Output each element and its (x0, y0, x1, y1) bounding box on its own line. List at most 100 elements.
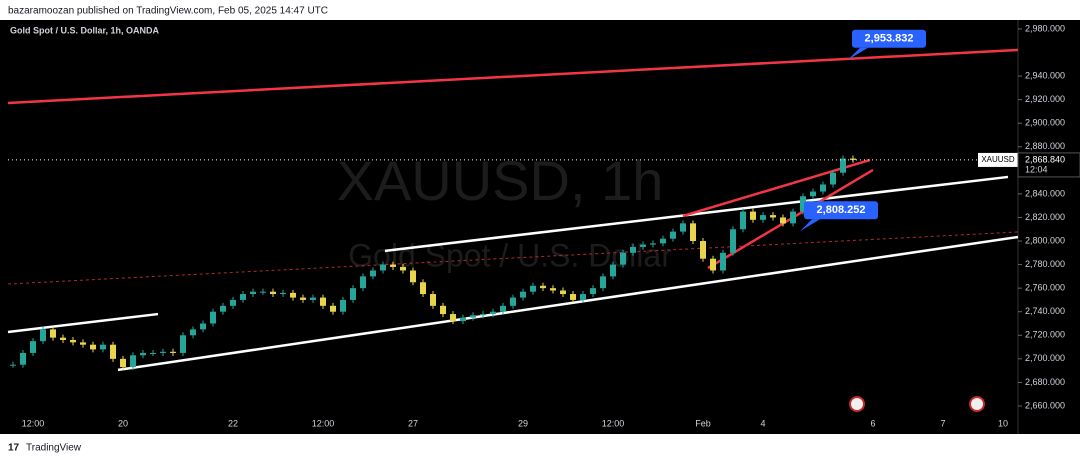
candle-body (60, 337, 66, 340)
candle-body (400, 266, 406, 271)
candle-body (580, 294, 586, 300)
candle-body (640, 244, 646, 247)
x-tick-label: 6 (870, 418, 875, 428)
y-tick-label: 2,920.000 (1025, 94, 1065, 104)
chart-background (0, 20, 1080, 434)
y-tick-label: 2,740.000 (1025, 306, 1065, 316)
x-tick-label: 7 (940, 418, 945, 428)
candle-body (90, 344, 96, 350)
x-tick-label: 12:00 (312, 418, 335, 428)
candle-body (490, 311, 496, 315)
candle-body (760, 215, 766, 220)
x-tick-label: 29 (518, 418, 528, 428)
annotation-label: 2,808.252 (817, 204, 866, 216)
symbol-tag-bg (978, 152, 1018, 167)
candle-body (350, 288, 356, 300)
candle-body (660, 238, 666, 244)
x-tick-label: 4 (760, 418, 765, 428)
publisher-line: bazaramoozan published on TradingView.co… (8, 6, 328, 17)
candle-body (50, 329, 56, 338)
candle-body (160, 351, 166, 353)
candle-body (340, 299, 346, 312)
candle-body (20, 352, 26, 365)
candle-body (510, 297, 516, 306)
candle-body (110, 344, 116, 359)
candle-body (330, 305, 336, 312)
candle-body (720, 252, 726, 271)
candle-body (130, 355, 136, 368)
candle-body (280, 292, 286, 295)
countdown: 12:04 (1025, 164, 1048, 174)
candle-body (620, 252, 626, 265)
candle-body (500, 305, 506, 312)
candle-body (150, 352, 156, 354)
candle-body (450, 314, 456, 322)
candle-body (210, 311, 216, 324)
trendline (682, 158, 871, 218)
candle-body (120, 358, 126, 368)
candle-body (830, 172, 836, 185)
y-tick-label: 2,700.000 (1025, 353, 1065, 363)
y-tick-label: 2,980.000 (1025, 23, 1065, 33)
candle-body (380, 264, 386, 271)
candle-body (180, 335, 186, 353)
candle-body (250, 291, 256, 295)
candle-body (410, 270, 416, 283)
y-tick-label: 2,900.000 (1025, 118, 1065, 128)
candle-body (710, 258, 716, 271)
candle-body (650, 243, 656, 245)
candle-body (240, 294, 246, 300)
candle-body (460, 317, 466, 322)
brand-icon: 17 (8, 443, 20, 454)
event-icon (849, 396, 865, 412)
candle-body (300, 297, 306, 300)
candle-body (470, 315, 476, 318)
x-tick-label: 22 (228, 418, 238, 428)
chart-title: Gold Spot / U.S. Dollar, 1h, OANDA (10, 25, 160, 35)
candle-body (260, 291, 266, 293)
trendline (384, 175, 1009, 253)
y-tick-label: 2,800.000 (1025, 235, 1065, 245)
candle-body (70, 339, 76, 343)
candle-body (730, 229, 736, 253)
candle-body (40, 329, 46, 342)
candle-body (80, 342, 86, 345)
candle-body (750, 211, 756, 220)
candle-body (290, 292, 296, 298)
annotation-label: 2,953.832 (865, 33, 914, 45)
candle-body (560, 290, 566, 295)
candle-body (10, 364, 16, 366)
x-tick-label: Feb (695, 418, 711, 428)
candle-body (30, 341, 36, 353)
trendline (117, 235, 1019, 372)
candle-body (100, 344, 106, 350)
annotation-box (804, 201, 878, 220)
candle-body (200, 323, 206, 330)
candle-body (780, 217, 786, 224)
y-tick-label: 2,840.000 (1025, 188, 1065, 198)
candle-body (610, 264, 616, 277)
candle-body (440, 305, 446, 315)
symbol-tag: XAUUSD (981, 155, 1015, 164)
candle-body (800, 196, 806, 212)
candle-body (570, 294, 576, 300)
x-tick-label: 12:00 (602, 418, 625, 428)
candle-body (140, 352, 146, 356)
y-tick-label: 2,940.000 (1025, 70, 1065, 80)
candle-body (600, 276, 606, 289)
candle-body (530, 285, 536, 292)
y-tick-label: 2,760.000 (1025, 283, 1065, 293)
x-tick-label: 12:00 (22, 418, 45, 428)
trendline (7, 231, 1019, 285)
footer-brand: TradingView (26, 443, 82, 454)
candle-body (670, 231, 676, 239)
price-tag-bg (1017, 152, 1080, 178)
candle-body (170, 351, 176, 353)
candle-body (270, 291, 276, 295)
y-tick-label: 2,720.000 (1025, 330, 1065, 340)
candle-body (430, 294, 436, 306)
y-tick-label: 2,820.000 (1025, 212, 1065, 222)
candle-body (230, 299, 236, 306)
candle-body (740, 211, 746, 230)
